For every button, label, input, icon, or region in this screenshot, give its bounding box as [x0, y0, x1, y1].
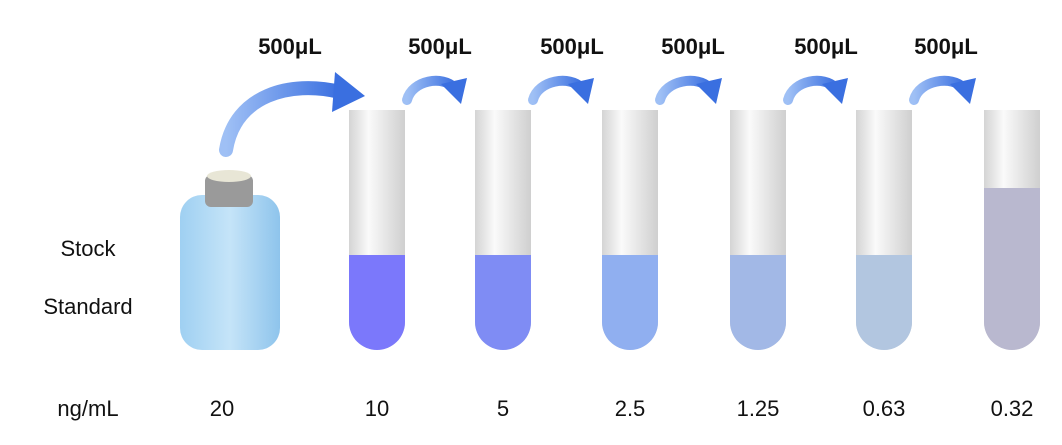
transfer-volume: 500μL [540, 34, 604, 59]
arrow-head [822, 78, 848, 104]
concentration-label: 10 [365, 396, 389, 421]
tube-liquid [984, 188, 1040, 350]
tube [349, 110, 405, 350]
tube [730, 110, 786, 350]
arrow-head [441, 78, 467, 104]
transfer-volume: 500μL [408, 34, 472, 59]
concentration-label: 0.32 [991, 396, 1034, 421]
transfer-volume: 500μL [661, 34, 725, 59]
transfer-arrow [783, 75, 848, 105]
tube [475, 110, 531, 350]
stock-label: Stock [60, 236, 116, 261]
arrow-head [950, 78, 976, 104]
transfer-arrow [402, 75, 467, 105]
stock-concentration: 20 [210, 396, 234, 421]
concentration-label: 5 [497, 396, 509, 421]
tube-liquid [475, 255, 531, 350]
transfer-arrow [219, 72, 365, 157]
concentration-label: 1.25 [737, 396, 780, 421]
transfer-arrow [528, 75, 594, 105]
tube [602, 110, 658, 350]
tube-liquid [730, 255, 786, 350]
unit-label: ng/mL [57, 396, 118, 421]
tube [856, 110, 912, 350]
transfer-volume: 500μL [914, 34, 978, 59]
transfer-volume: 500μL [794, 34, 858, 59]
concentration-label: 0.63 [863, 396, 906, 421]
concentration-label: 2.5 [615, 396, 646, 421]
transfer-arrow [909, 75, 976, 105]
tube-liquid [602, 255, 658, 350]
transfer-arrow [655, 75, 722, 105]
tube-liquid [349, 255, 405, 350]
tube-liquid [856, 255, 912, 350]
stock-label: Standard [43, 294, 132, 319]
arrow-head [696, 78, 722, 104]
arrow-head [568, 78, 594, 104]
tube [984, 110, 1040, 350]
transfer-volume: 500μL [258, 34, 322, 59]
stock-bottle [180, 170, 280, 350]
